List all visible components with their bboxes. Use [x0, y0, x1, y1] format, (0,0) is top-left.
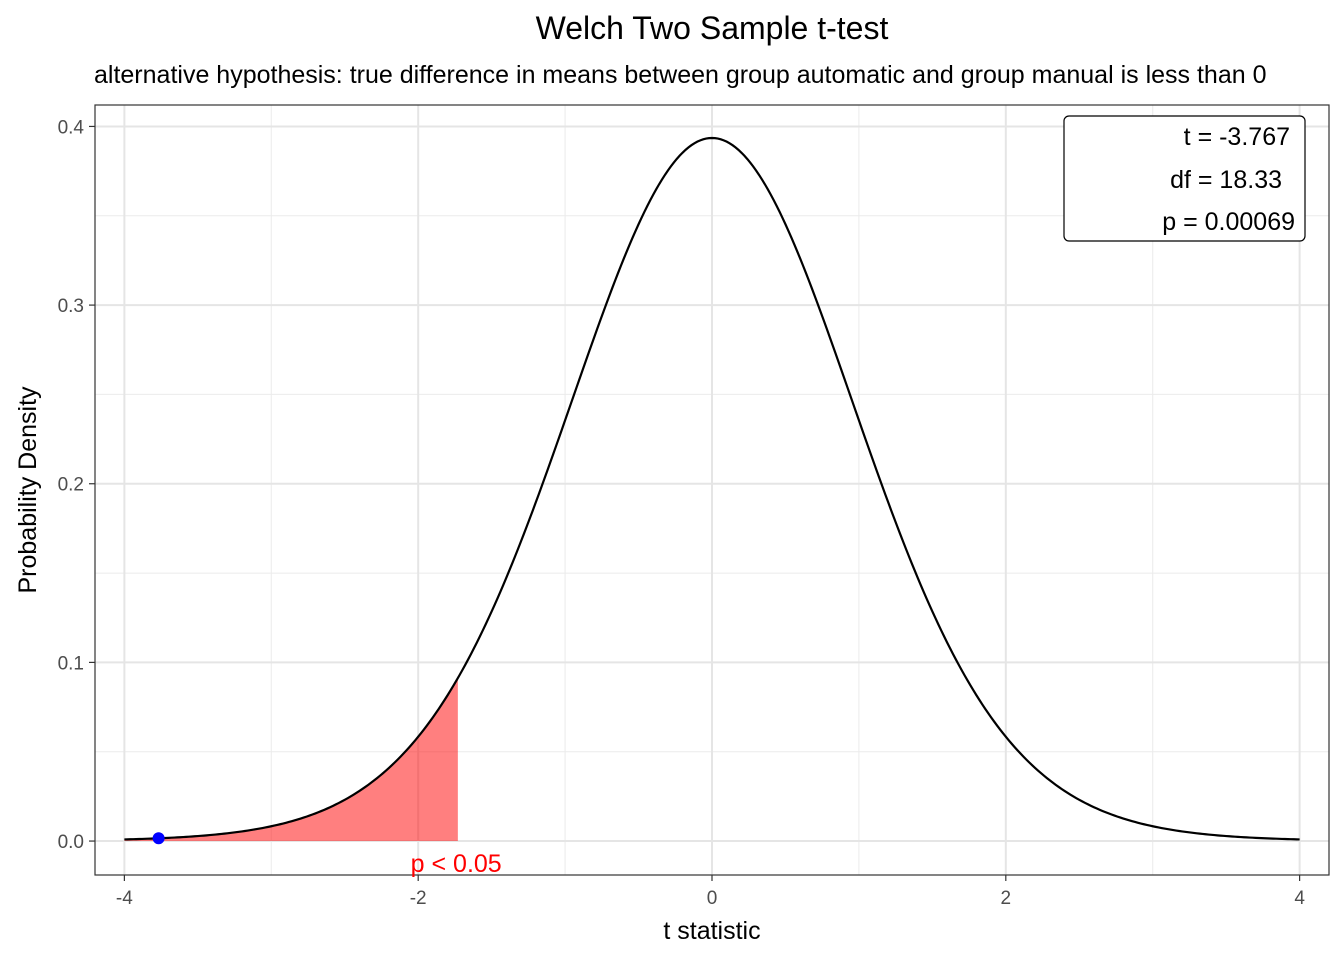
y-axis: 0.0 0.1 0.2 0.3 0.4	[58, 117, 95, 853]
observed-statistic-point	[152, 832, 165, 845]
y-tick-label: 0.2	[58, 475, 84, 496]
y-tick-label: 0.4	[58, 117, 85, 138]
y-tick-label: 0.0	[58, 832, 84, 853]
y-tick-label: 0.1	[58, 653, 84, 674]
x-axis: -4 -2 0 2 4	[116, 875, 1305, 909]
stats-t-value: t = -3.767	[1184, 123, 1290, 151]
stats-box-frame	[1063, 115, 1306, 242]
stats-box: t = -3.767 df = 18.33 p = 0.00069	[1063, 115, 1306, 242]
chart-title: Welch Two Sample t-test	[536, 10, 889, 46]
chart-subtitle: alternative hypothesis: true difference …	[94, 61, 1266, 89]
rejection-region-area	[124, 678, 458, 842]
x-tick-label: 0	[707, 888, 718, 909]
x-tick-label: 4	[1294, 888, 1305, 909]
stats-df-value: df = 18.33	[1170, 166, 1282, 194]
x-tick-label: -4	[116, 888, 133, 909]
x-tick-label: 2	[1001, 888, 1012, 909]
stats-p-value: p = 0.00069	[1162, 208, 1295, 236]
y-tick-label: 0.3	[58, 296, 84, 317]
density-curve	[124, 136, 1300, 841]
rejection-region-label: p < 0.05	[411, 850, 502, 878]
x-tick-label: -2	[410, 888, 427, 909]
x-axis-title: t statistic	[663, 917, 760, 945]
y-axis-title: Probability Density	[14, 386, 42, 594]
